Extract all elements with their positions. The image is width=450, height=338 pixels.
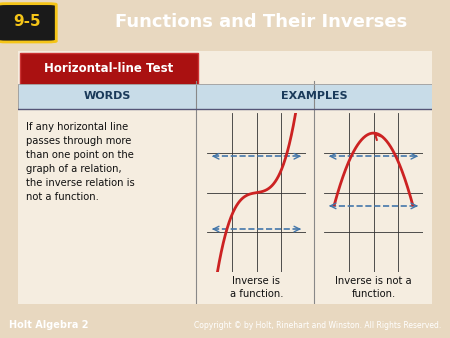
FancyBboxPatch shape: [14, 48, 436, 307]
Text: Inverse is not a
function.: Inverse is not a function.: [335, 276, 412, 299]
FancyBboxPatch shape: [0, 4, 56, 42]
Text: 9-5: 9-5: [13, 15, 41, 29]
Text: Functions and Their Inverses: Functions and Their Inverses: [115, 13, 407, 31]
Text: If any horizontal line
passes through more
than one point on the
graph of a rela: If any horizontal line passes through mo…: [26, 122, 135, 202]
Bar: [196, 84, 432, 109]
Bar: [18, 84, 196, 109]
Text: Holt Algebra 2: Holt Algebra 2: [9, 320, 89, 330]
FancyBboxPatch shape: [20, 53, 198, 85]
Text: WORDS: WORDS: [83, 91, 130, 101]
Text: Copyright © by Holt, Rinehart and Winston. All Rights Reserved.: Copyright © by Holt, Rinehart and Winsto…: [194, 321, 441, 330]
Text: EXAMPLES: EXAMPLES: [281, 91, 347, 101]
Text: Inverse is
a function.: Inverse is a function.: [230, 276, 283, 299]
Text: Horizontal-line Test: Horizontal-line Test: [45, 62, 174, 75]
